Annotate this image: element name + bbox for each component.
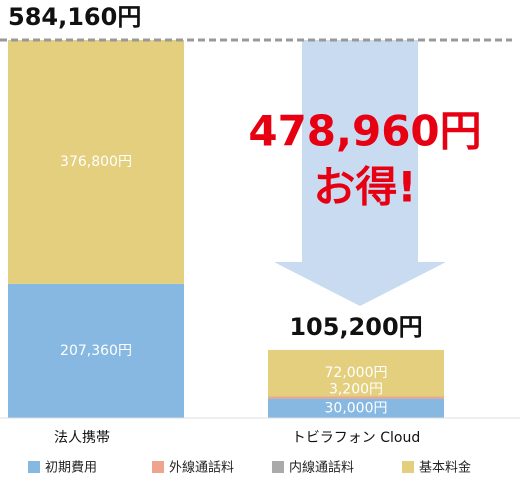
x-tick-label: 法人携帯 — [54, 430, 110, 446]
legend-label: 基本料金 — [419, 460, 471, 476]
legend-label: 内線通話料 — [289, 460, 354, 476]
annotation: 478,960円 — [248, 107, 481, 156]
total-label: 584,160円 — [8, 3, 141, 31]
legend-swatch — [28, 461, 40, 473]
legend-swatch — [152, 461, 164, 473]
legend-swatch — [402, 461, 414, 473]
value-label: 72,000円 — [325, 365, 388, 381]
bar-segment — [8, 283, 184, 418]
x-tick-label: トビラフォン Cloud — [292, 430, 420, 446]
bar-segment — [268, 396, 444, 399]
bar-segment — [268, 398, 444, 418]
legend-label: 初期費用 — [45, 461, 97, 476]
value-label: 376,800円 — [60, 154, 132, 170]
legend-swatch — [272, 461, 284, 473]
legend-label: 外線通話料 — [169, 460, 234, 476]
saving-arrow — [274, 40, 446, 306]
annotation: お得! — [313, 163, 416, 212]
value-label: 207,360円 — [60, 343, 132, 359]
bar-segment — [8, 40, 184, 284]
value-label: 30,000円 — [325, 400, 388, 416]
bar-segment — [268, 349, 444, 397]
value-label: 3,200円 — [329, 382, 383, 398]
total-label: 105,200円 — [289, 313, 422, 341]
